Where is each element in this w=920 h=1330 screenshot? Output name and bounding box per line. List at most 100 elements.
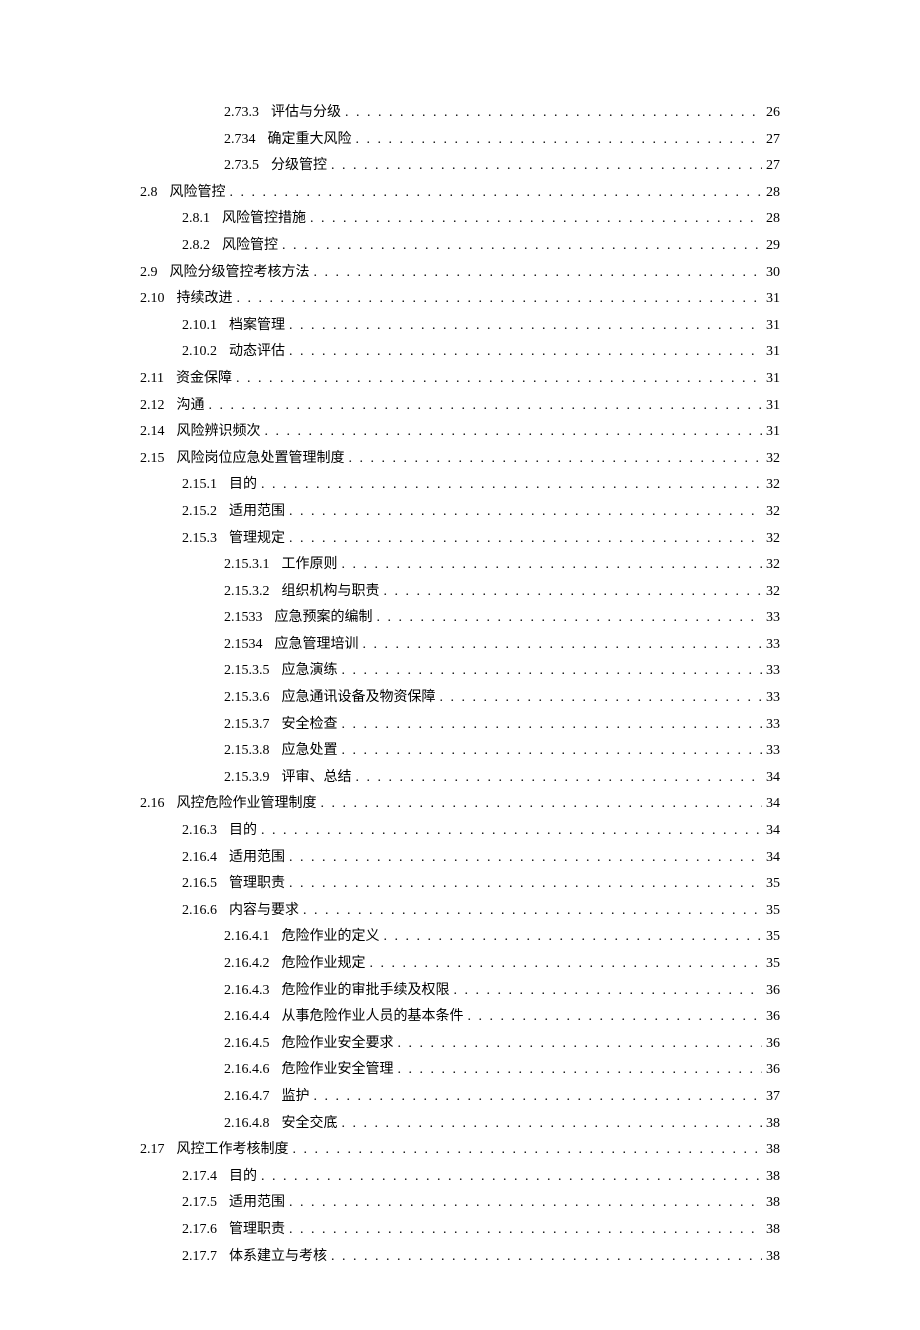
toc-number: 2.10 [140, 286, 165, 313]
toc-page-number: 35 [766, 871, 780, 898]
toc-leader [398, 1057, 763, 1084]
toc-leader [370, 951, 763, 978]
toc-leader [363, 632, 763, 659]
toc-title: 危险作业安全管理 [282, 1057, 394, 1084]
toc-number: 2.16.4.1 [224, 924, 270, 951]
toc-leader [237, 286, 763, 313]
toc-number: 2.15.2 [182, 499, 217, 526]
toc-number: 2.15.3.5 [224, 658, 270, 685]
toc-title: 内容与要求 [229, 898, 299, 925]
toc-number: 2.10.1 [182, 313, 217, 340]
toc-page-number: 38 [766, 1217, 780, 1244]
toc-number: 2.17 [140, 1137, 165, 1164]
toc-title: 持续改进 [177, 286, 233, 313]
toc-title: 管理职责 [229, 1217, 285, 1244]
toc-page-number: 32 [766, 579, 780, 606]
toc-entry: 2.16.4.7监护37 [140, 1084, 780, 1111]
toc-leader [342, 712, 763, 739]
toc-leader [289, 1190, 762, 1217]
toc-page-number: 33 [766, 712, 780, 739]
toc-leader [440, 685, 763, 712]
toc-page-number: 38 [766, 1244, 780, 1271]
toc-number: 2.14 [140, 419, 165, 446]
toc-page-number: 26 [766, 100, 780, 127]
toc-title: 体系建立与考核 [229, 1244, 327, 1271]
toc-entry: 2.15.3.5 应急演练 33 [140, 658, 780, 685]
toc-number: 2.16.6 [182, 898, 217, 925]
toc-title: 应急管理培训 [275, 632, 359, 659]
toc-entry: 2.15.3.8应急处置33 [140, 738, 780, 765]
toc-title: 组织机构与职责 [282, 579, 380, 606]
toc-title: 评估与分级 [271, 100, 341, 127]
toc-title: 监护 [282, 1084, 310, 1111]
toc-entry: 2.16.4.6危险作业安全管理36 [140, 1057, 780, 1084]
toc-entry: 2.16.4.3危险作业的审批手续及权限36 [140, 978, 780, 1005]
toc-number: 2.16.4.4 [224, 1004, 270, 1031]
toc-title: 风险辨识频次 [177, 419, 261, 446]
toc-page-number: 35 [766, 924, 780, 951]
table-of-contents: 2.73.3评估与分级262.734确定重大风险272.73.5分级管控272.… [140, 100, 780, 1270]
toc-page-number: 30 [766, 260, 780, 287]
toc-page-number: 31 [766, 339, 780, 366]
toc-number: 2.16.3 [182, 818, 217, 845]
toc-number: 2.17.7 [182, 1244, 217, 1271]
toc-leader [398, 1031, 763, 1058]
toc-page-number: 38 [766, 1137, 780, 1164]
toc-page-number: 33 [766, 605, 780, 632]
toc-number: 2.15.3.2 [224, 579, 270, 606]
toc-entry: 2.10 持续改进 31 [140, 286, 780, 313]
toc-leader [345, 100, 762, 127]
toc-page-number: 32 [766, 526, 780, 553]
toc-page-number: 34 [766, 818, 780, 845]
toc-page-number: 27 [766, 153, 780, 180]
toc-page-number: 33 [766, 632, 780, 659]
toc-leader [265, 419, 763, 446]
toc-number: 2.16.4.8 [224, 1111, 270, 1138]
toc-leader [303, 898, 762, 925]
toc-title: 风险岗位应急处置管理制度 [177, 446, 345, 473]
toc-page-number: 27 [766, 127, 780, 154]
toc-leader [261, 472, 762, 499]
toc-entry: 2.16.6 内容与要求 35 [140, 898, 780, 925]
toc-title: 应急演练 [282, 658, 338, 685]
toc-number: 2.17.4 [182, 1164, 217, 1191]
toc-number: 2.15.3.9 [224, 765, 270, 792]
toc-number: 2.15.3.1 [224, 552, 270, 579]
toc-title: 确定重大风险 [268, 127, 352, 154]
toc-leader [289, 871, 762, 898]
toc-page-number: 31 [766, 286, 780, 313]
toc-title: 管理规定 [229, 526, 285, 553]
toc-title: 工作原则 [282, 552, 338, 579]
toc-entry: 2.73.5分级管控27 [140, 153, 780, 180]
toc-entry: 2.11 资金保障 31 [140, 366, 780, 393]
toc-title: 风险分级管控考核方法 [170, 260, 310, 287]
toc-title: 风险管控措施 [222, 206, 306, 233]
toc-page-number: 35 [766, 898, 780, 925]
toc-page-number: 32 [766, 499, 780, 526]
toc-entry: 2.17.7 体系建立与考核 38 [140, 1244, 780, 1271]
toc-number: 2.16.4.5 [224, 1031, 270, 1058]
toc-title: 危险作业安全要求 [282, 1031, 394, 1058]
toc-page-number: 38 [766, 1164, 780, 1191]
toc-title: 适用范围 [229, 845, 285, 872]
toc-leader [310, 206, 762, 233]
toc-entry: 2.15.3.6应急通讯设备及物资保障33 [140, 685, 780, 712]
toc-entry: 2.734确定重大风险27 [140, 127, 780, 154]
toc-page-number: 31 [766, 366, 780, 393]
toc-page-number: 33 [766, 658, 780, 685]
toc-page-number: 31 [766, 313, 780, 340]
toc-page-number: 34 [766, 791, 780, 818]
toc-leader [331, 1244, 762, 1271]
toc-title: 适用范围 [229, 499, 285, 526]
toc-number: 2.11 [140, 366, 164, 393]
toc-title: 资金保障 [176, 366, 232, 393]
toc-entry: 2.16.4.1危险作业的定义35 [140, 924, 780, 951]
toc-leader [289, 499, 762, 526]
toc-title: 目的 [229, 472, 257, 499]
toc-leader [342, 658, 763, 685]
toc-leader [384, 924, 763, 951]
toc-leader [293, 1137, 763, 1164]
toc-number: 2.16.4.2 [224, 951, 270, 978]
toc-entry: 2.16风控危险作业管理制度34 [140, 791, 780, 818]
toc-number: 2.15 [140, 446, 165, 473]
